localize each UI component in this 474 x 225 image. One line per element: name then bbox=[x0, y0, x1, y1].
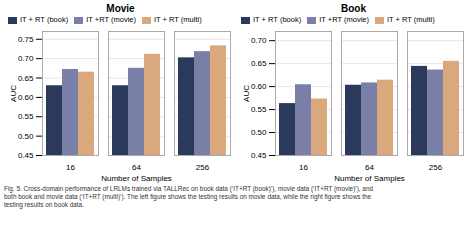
svg-text:64: 64 bbox=[132, 163, 141, 172]
svg-text:AUC: AUC bbox=[9, 85, 18, 102]
svg-text:0.60: 0.60 bbox=[18, 93, 34, 102]
svg-text:0.45: 0.45 bbox=[251, 151, 267, 160]
svg-text:256: 256 bbox=[196, 163, 210, 172]
svg-text:64: 64 bbox=[365, 163, 374, 172]
svg-text:AUC: AUC bbox=[242, 85, 251, 102]
svg-text:0.60: 0.60 bbox=[251, 82, 267, 91]
html-text:IT +RT (movie): IT +RT (movie) bbox=[319, 15, 369, 24]
html-text:IT + RT (multi): IT + RT (multi) bbox=[387, 15, 435, 24]
html-text:both book and movie data (‘IT+: both book and movie data (‘IT+RT (multi)… bbox=[4, 193, 372, 200]
html-text:IT + RT (multi): IT + RT (multi) bbox=[154, 15, 202, 24]
html-text:testing results on book data.: testing results on book data. bbox=[4, 201, 84, 208]
svg-text:0.55: 0.55 bbox=[251, 105, 267, 114]
svg-text:0.70: 0.70 bbox=[251, 36, 267, 45]
svg-text:0.65: 0.65 bbox=[18, 74, 34, 83]
svg-text:0.70: 0.70 bbox=[18, 54, 34, 63]
svg-text:16: 16 bbox=[299, 163, 308, 172]
svg-text:0.50: 0.50 bbox=[251, 128, 267, 137]
html-text:Book: Book bbox=[341, 3, 366, 14]
svg-text:0.65: 0.65 bbox=[251, 59, 267, 68]
html-text:IT +RT (movie): IT +RT (movie) bbox=[86, 15, 136, 24]
svg-text:16: 16 bbox=[66, 163, 75, 172]
svg-text:0.45: 0.45 bbox=[18, 151, 34, 160]
html-text:IT + RT (book): IT + RT (book) bbox=[20, 15, 69, 24]
svg-text:Number of Samples: Number of Samples bbox=[101, 174, 172, 183]
svg-text:0.75: 0.75 bbox=[18, 35, 34, 44]
html-text:Fig. 5. Cross-domain performan: Fig. 5. Cross-domain performance of LRLM… bbox=[4, 185, 373, 192]
svg-text:0.55: 0.55 bbox=[18, 112, 34, 121]
html-text:IT + RT (book): IT + RT (book) bbox=[253, 15, 302, 24]
html-text:Movie: Movie bbox=[106, 3, 135, 14]
svg-text:256: 256 bbox=[429, 163, 443, 172]
svg-text:0.50: 0.50 bbox=[18, 132, 34, 141]
svg-text:Number of Samples: Number of Samples bbox=[334, 174, 405, 183]
